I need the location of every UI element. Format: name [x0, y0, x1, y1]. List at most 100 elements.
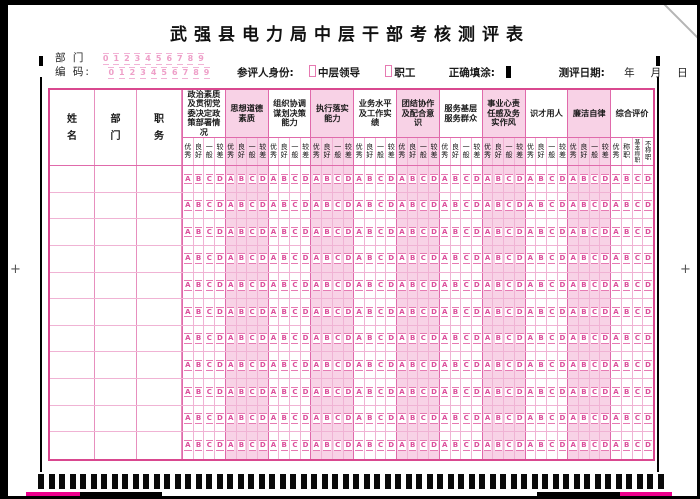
bubble-D: D [430, 333, 438, 344]
bubble-cell: C [503, 245, 514, 272]
bubble-B: B [537, 333, 545, 344]
bubble-D: D [387, 360, 396, 371]
bubble-B: B [194, 440, 203, 451]
bubble-cell: A [611, 299, 621, 325]
timing-mark [185, 474, 191, 489]
bubble-A: A [612, 440, 620, 451]
bubble-cell: D [214, 352, 225, 379]
bubble-cell: C [588, 166, 600, 192]
bubble-D: D [515, 226, 524, 238]
bubble-D: D [344, 226, 353, 238]
bubble-D: D [387, 200, 396, 211]
bubble-A: A [441, 173, 449, 185]
rating-subheader: 一 般 [545, 138, 557, 165]
rating-subheader: 一 般 [246, 138, 257, 165]
bubble-cell: B [449, 166, 461, 192]
bubble-cell: C [374, 299, 386, 325]
bubble-B: B [494, 386, 502, 398]
bubble-cell: C [588, 352, 600, 379]
bubble-C: C [505, 280, 513, 291]
bubble-cell: C [417, 166, 428, 192]
bubble-C: C [376, 173, 385, 185]
rating-subheader: 优 秀 [227, 143, 235, 159]
bubble-cell: B [235, 379, 247, 405]
bubble-C: C [419, 360, 427, 371]
bubble-cell: A [483, 326, 493, 352]
bubble-A: A [398, 280, 406, 291]
bubble-cell: D [385, 405, 396, 432]
bubble-C: C [334, 173, 342, 185]
bubble-A: A [184, 253, 192, 264]
bubble-cell: A [611, 193, 621, 219]
bubble-C: C [633, 440, 641, 451]
bubble-cell: D [214, 325, 225, 352]
bubble-cell: A [183, 299, 193, 325]
bubble-cell: C [588, 245, 600, 272]
code-digit-bubble-8: 8 [192, 67, 199, 79]
bubble-D: D [258, 173, 267, 185]
bubble-C: C [205, 280, 213, 291]
bubble-D: D [601, 173, 610, 185]
bubble-A: A [526, 360, 535, 371]
bubble-D: D [258, 333, 267, 344]
bubble-A: A [441, 253, 449, 264]
bubble-C: C [548, 440, 556, 451]
bubble-cell: C [460, 166, 471, 192]
bubble-D: D [430, 280, 438, 291]
category-header: 思想道德素质 [225, 90, 268, 139]
rating-subheader: 优 秀 [569, 143, 577, 159]
bubble-B: B [237, 306, 246, 318]
bubble-A: A [612, 253, 620, 264]
timing-mark [38, 474, 44, 489]
bubble-cell: C [545, 192, 557, 219]
bubble-C: C [548, 200, 556, 211]
rating-subheader: 良 好 [578, 138, 589, 165]
bubble-D: D [601, 280, 610, 291]
bubble-C: C [291, 413, 299, 424]
bubble-cell: C [460, 352, 471, 379]
bubble-cell: A [354, 432, 364, 459]
bubble-cell: C [417, 405, 428, 432]
bubble-cell: C [374, 219, 386, 245]
bubble-cell: B [406, 352, 418, 379]
bubble-cell: D [642, 272, 653, 299]
bubble-cell: A [440, 246, 450, 272]
bubble-D: D [301, 413, 310, 424]
bubble-D: D [601, 360, 610, 371]
bubble-C: C [591, 253, 599, 264]
bubble-cell: B [192, 245, 204, 272]
bubble-cell: D [428, 432, 439, 460]
rating-subheader: 良 好 [449, 138, 461, 165]
bubble-cell: B [321, 325, 332, 352]
bubble-B: B [494, 306, 502, 318]
bubble-C: C [591, 200, 599, 211]
bubble-cell: D [428, 352, 439, 379]
bubble-cell: C [331, 192, 343, 219]
bubble-C: C [248, 306, 256, 318]
code-digit-bubble-0: 0 [108, 67, 115, 79]
bubble-cell: D [342, 192, 354, 219]
bubble-cell: B [578, 379, 589, 405]
bubble-cell: A [311, 273, 321, 299]
bubble-B: B [323, 440, 331, 451]
bubble-C: C [205, 333, 213, 344]
bubble-cell: B [278, 219, 289, 245]
bubble-cell: C [203, 299, 214, 325]
bubble-C: C [548, 386, 556, 398]
bubble-B: B [237, 253, 246, 264]
rating-subheader: 一 般 [460, 138, 471, 165]
leader-checkbox [309, 65, 317, 77]
bubble-B: B [323, 413, 331, 424]
bubble-B: B [580, 440, 588, 451]
bubble-cell: C [545, 299, 557, 325]
